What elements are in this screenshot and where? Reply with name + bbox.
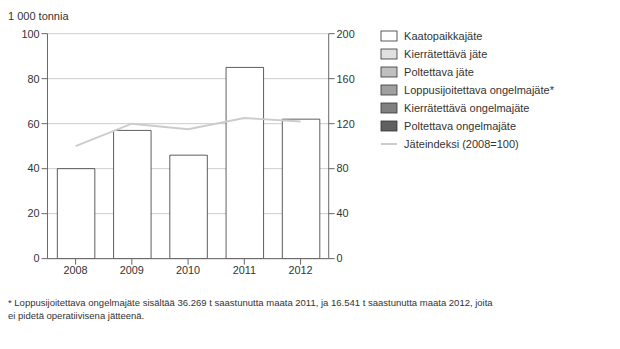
html-text:Kierrätettävä jäte: Kierrätettävä jäte: [404, 48, 488, 60]
html-text:Poltettava ongelmajäte: Poltettava ongelmajäte: [404, 120, 516, 132]
svg-text:2009: 2009: [120, 264, 144, 276]
svg-text:0: 0: [337, 253, 343, 265]
svg-text:2011: 2011: [233, 264, 256, 276]
html-text:Poltettava jäte: Poltettava jäte: [404, 66, 474, 78]
html-text:Kaatopaikkajäte: Kaatopaikkajäte: [404, 30, 483, 42]
svg-text:160: 160: [337, 73, 355, 85]
html-text:1 000 tonnia: 1 000 tonnia: [8, 10, 69, 22]
html-text:Loppusijoitettava ongelmajäte*: Loppusijoitettava ongelmajäte*: [404, 84, 554, 96]
svg-text:40: 40: [28, 163, 40, 175]
svg-text:2008: 2008: [64, 264, 88, 276]
svg-text:200: 200: [337, 28, 355, 40]
svg-text:60: 60: [28, 118, 40, 130]
svg-text:0: 0: [34, 253, 40, 265]
svg-text:2010: 2010: [176, 264, 200, 276]
html-text:Kierrätettävä ongelmajäte: Kierrätettävä ongelmajäte: [404, 102, 530, 114]
svg-text:2012: 2012: [289, 264, 313, 276]
html-text:ei pidetä operatiivisena jätte: ei pidetä operatiivisena jätteenä.: [8, 310, 145, 321]
svg-text:80: 80: [28, 73, 40, 85]
html-text:* Loppusijoitettava ongelmajät: * Loppusijoitettava ongelmajäte sisältää…: [8, 297, 493, 308]
svg-text:40: 40: [337, 208, 349, 220]
svg-text:120: 120: [337, 118, 355, 130]
html-text:Jäteindeksi (2008=100): Jäteindeksi (2008=100): [404, 138, 519, 150]
svg-text:100: 100: [21, 28, 39, 40]
svg-text:80: 80: [337, 163, 349, 175]
svg-text:20: 20: [28, 208, 40, 220]
